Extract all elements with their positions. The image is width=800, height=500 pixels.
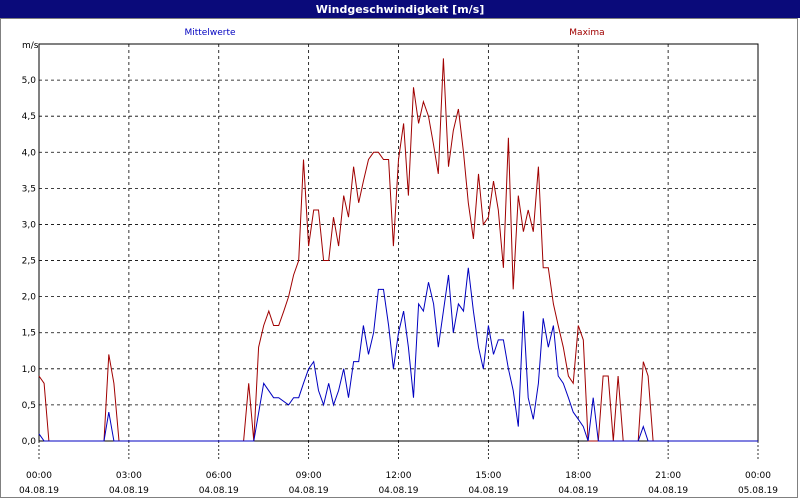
series-line-mittelwerte	[38, 267, 758, 442]
y-tick-label: 0,0	[22, 437, 37, 447]
x-tick-date: 04.08.19	[199, 486, 239, 496]
y-tick-label: 5,0	[22, 76, 37, 86]
y-tick-label: 1,5	[22, 329, 36, 339]
x-tick-date: 05.08.19	[738, 486, 778, 496]
x-tick-time: 09:00	[296, 471, 322, 481]
x-tick-date: 04.08.19	[378, 486, 418, 496]
y-tick-label: 2,5	[22, 257, 36, 267]
grid-lines	[39, 44, 758, 441]
chart-title: Windgeschwindigkeit [m/s]	[0, 0, 800, 18]
x-tick-time: 00:00	[26, 471, 52, 481]
x-tick-time: 06:00	[206, 471, 232, 481]
y-tick-label: 0,5	[22, 401, 36, 411]
series-line-maxima	[38, 58, 758, 442]
y-tick-label: 4,5	[22, 112, 36, 122]
x-tick-time: 21:00	[655, 471, 681, 481]
x-axis-ticks: 00:00 04.08.19 03:00 04.08.19 06:00 04.08.19 0…	[19, 441, 778, 496]
y-axis-ticks: 0,0 0,5 1,0 1,5 2,0 2,5 3,0 3,5 4,0 4,5 5,0	[22, 76, 37, 447]
x-tick-date: 04.08.19	[19, 486, 59, 496]
x-tick-date: 04.08.19	[109, 486, 149, 496]
x-tick-time: 03:00	[116, 471, 142, 481]
x-tick-time: 18:00	[565, 471, 591, 481]
y-tick-label: 3,5	[22, 184, 36, 194]
y-tick-label: 1,0	[22, 365, 37, 375]
y-tick-label: 3,0	[22, 220, 37, 230]
chart-frame	[0, 18, 798, 498]
legend-max: Maxima	[569, 28, 604, 38]
legend-mean: Mittelwerte	[184, 28, 235, 38]
series-lines	[38, 58, 758, 442]
y-tick-label: 2,0	[22, 293, 37, 303]
y-tick-label: 4,0	[22, 148, 37, 158]
x-tick-date: 04.08.19	[468, 486, 508, 496]
x-tick-date: 04.08.19	[289, 486, 329, 496]
x-tick-date: 04.08.19	[648, 486, 688, 496]
x-tick-time: 15:00	[475, 471, 501, 481]
x-tick-time: 00:00	[745, 471, 771, 481]
x-tick-date: 04.08.19	[558, 486, 598, 496]
y-axis-label: m/s	[22, 41, 39, 51]
x-tick-time: 12:00	[386, 471, 412, 481]
